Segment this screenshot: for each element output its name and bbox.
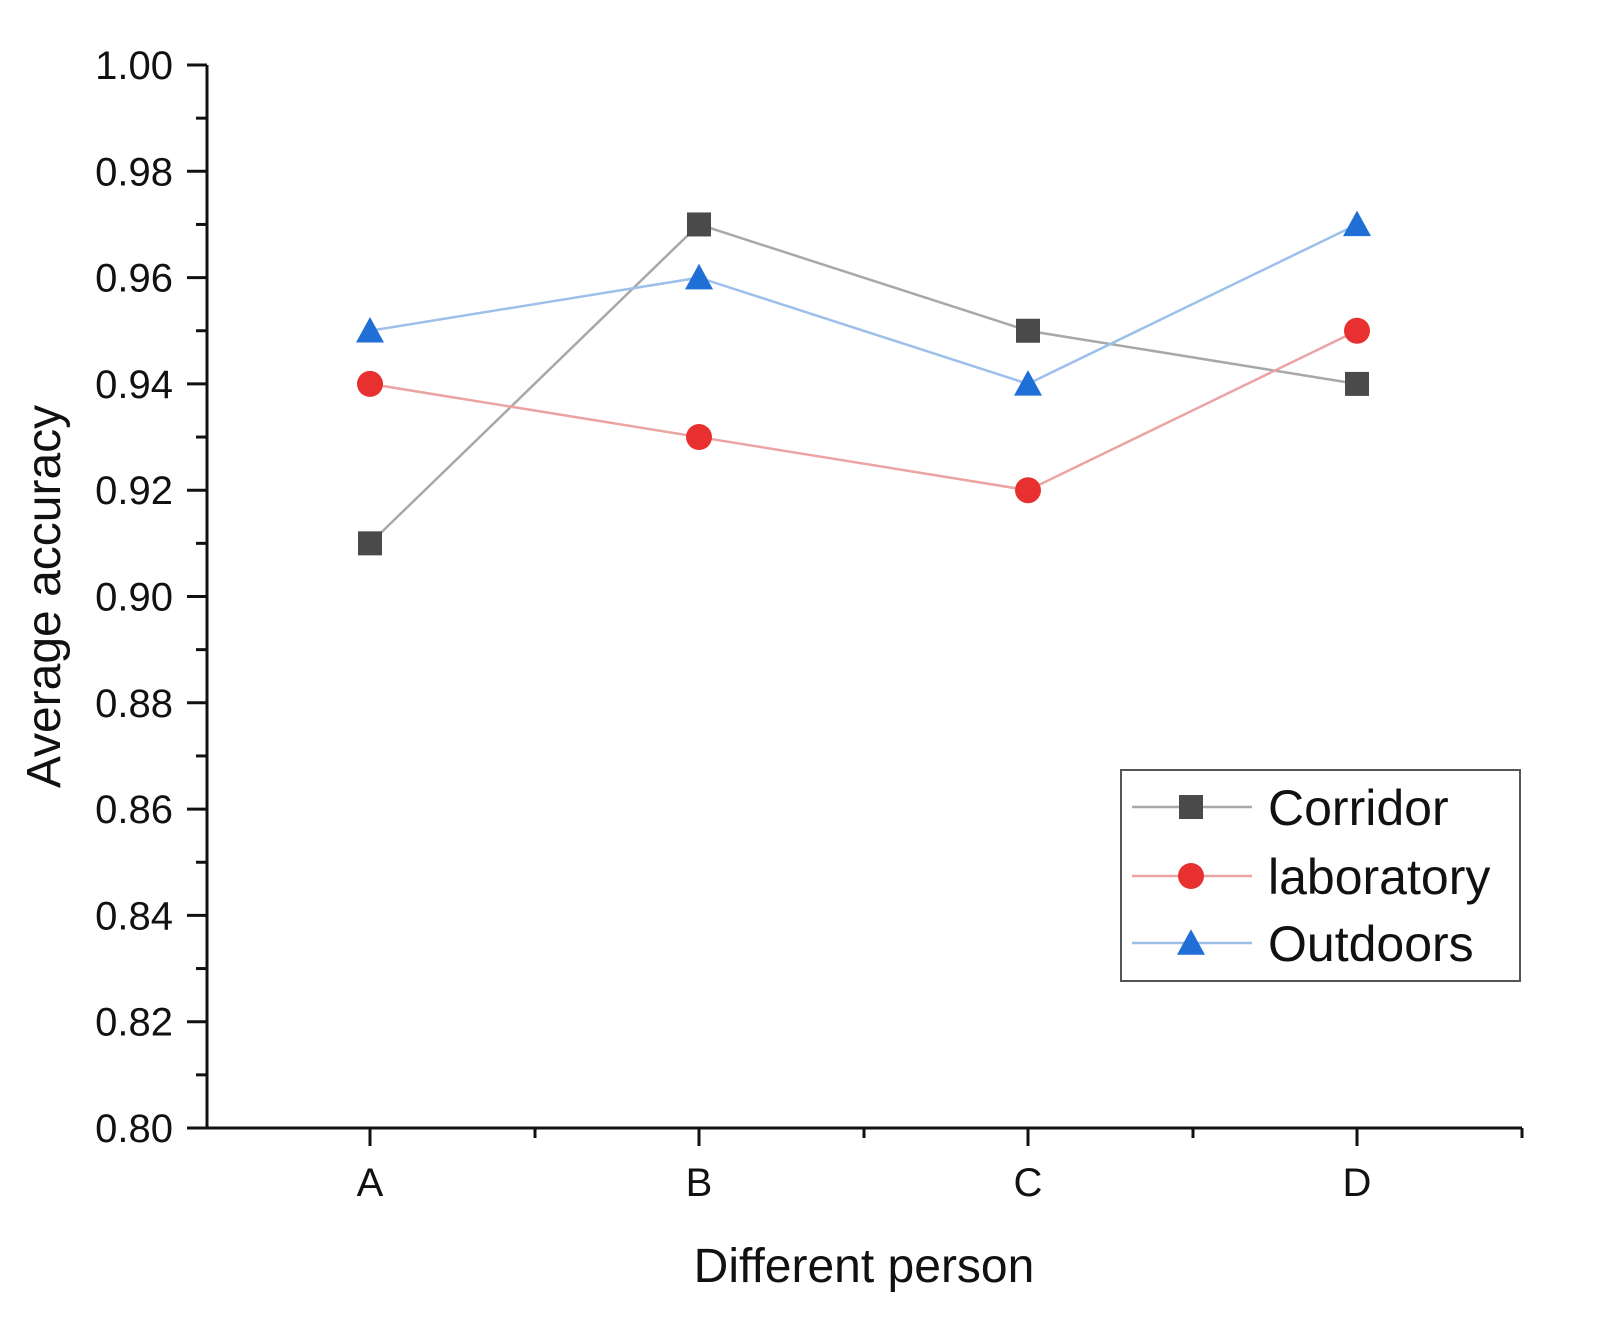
y-axis-title: Average accuracy <box>18 405 71 788</box>
series-line <box>369 223 1358 545</box>
data-point <box>1014 370 1042 396</box>
series-layer <box>356 210 1371 556</box>
x-axis-title: Different person <box>694 1240 1035 1293</box>
y-tick-label: 0.92 <box>95 469 173 513</box>
series-corridor <box>358 212 1369 556</box>
y-tick-label: 0.84 <box>95 894 173 938</box>
x-tick-label: A <box>357 1161 384 1205</box>
y-tick-label: 0.80 <box>95 1107 173 1151</box>
legend-label: Corridor <box>1268 780 1449 836</box>
series-outdoors <box>356 210 1371 396</box>
legend-item: Outdoors <box>1132 916 1474 972</box>
y-tick-label: 0.90 <box>95 576 173 620</box>
data-point <box>358 531 382 556</box>
y-tick-label: 0.88 <box>95 682 173 726</box>
y-tick-label: 0.86 <box>95 788 173 832</box>
data-point <box>1344 317 1370 344</box>
legend-label: laboratory <box>1268 849 1490 905</box>
x-tick-label: D <box>1343 1161 1372 1205</box>
y-tick-label: 0.94 <box>95 363 173 407</box>
legend-marker <box>1179 795 1203 819</box>
data-point <box>687 212 711 237</box>
series-laboratory <box>357 317 1370 504</box>
data-point <box>356 316 384 343</box>
legend-item: Corridor <box>1132 780 1449 836</box>
x-tick-label: B <box>686 1161 713 1205</box>
legend-marker <box>1177 929 1205 955</box>
data-point <box>685 263 713 290</box>
data-point <box>357 370 383 397</box>
data-point <box>1343 210 1371 237</box>
axes: 0.80 0.82 0.84 0.86 0.88 0.90 0.92 0.94 0.96 0.98… <box>95 44 1524 1205</box>
legend-label: Outdoors <box>1268 916 1474 972</box>
series-line <box>369 329 1358 492</box>
legend: Corridor laboratory Outdoors <box>1120 769 1521 982</box>
y-tick-label: 0.98 <box>95 150 173 194</box>
data-point <box>1016 318 1040 343</box>
data-point <box>1015 477 1041 504</box>
legend-item: laboratory <box>1132 849 1490 905</box>
data-point <box>1345 371 1369 396</box>
data-point <box>686 424 712 451</box>
y-tick-label: 1.00 <box>95 44 173 88</box>
series-line <box>369 223 1358 386</box>
y-tick-label: 0.96 <box>95 257 173 301</box>
y-tick-label: 0.82 <box>95 1001 173 1045</box>
x-tick-label: C <box>1014 1161 1043 1205</box>
legend-marker <box>1178 863 1204 889</box>
